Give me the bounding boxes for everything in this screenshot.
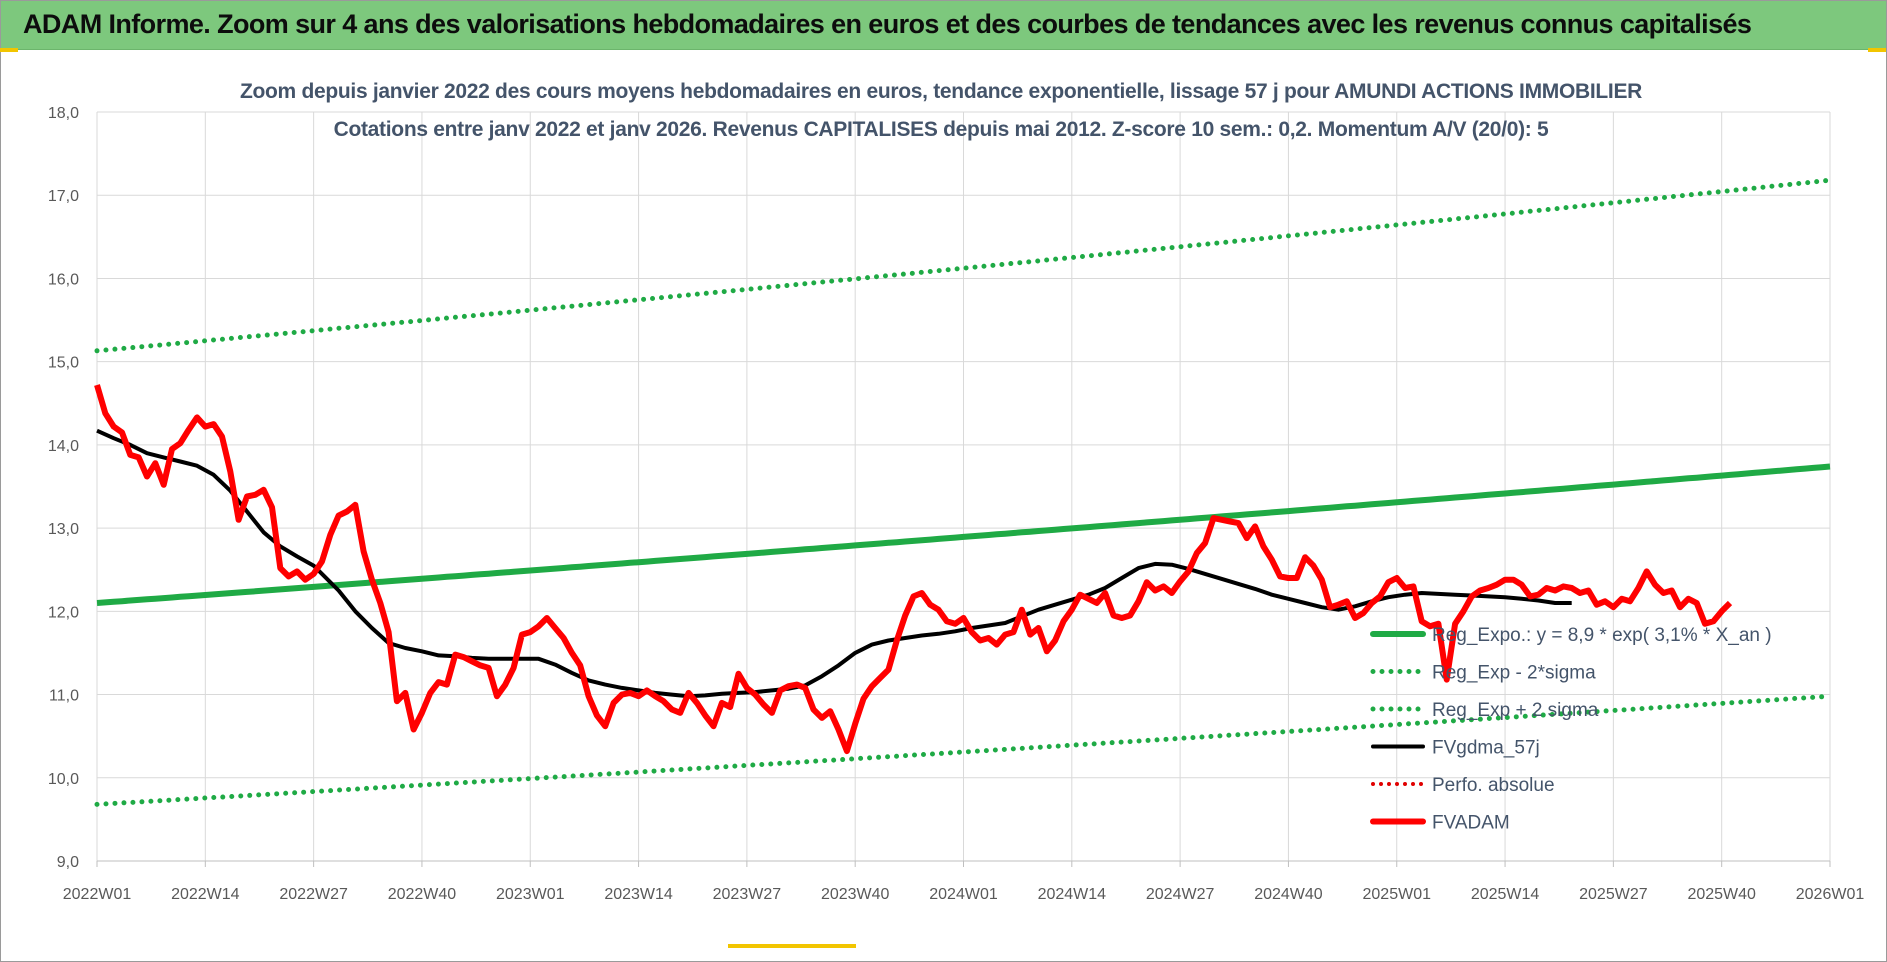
x-tick-label: 2022W01 bbox=[63, 886, 132, 903]
x-tick-label: 2025W27 bbox=[1579, 886, 1648, 903]
gridlines bbox=[96, 111, 1831, 867]
x-tick-label: 2024W27 bbox=[1146, 886, 1215, 903]
y-tick-label: 16,0 bbox=[48, 271, 79, 288]
x-tick-label: 2026W01 bbox=[1796, 886, 1865, 903]
y-tick-label: 15,0 bbox=[48, 355, 79, 372]
series-fvadam-price bbox=[94, 384, 1733, 755]
legend-label: Reg_Exp - 2*sigma bbox=[1432, 663, 1596, 684]
x-tick-label: 2025W01 bbox=[1363, 886, 1432, 903]
series-smoothed-57j bbox=[96, 428, 1572, 699]
series-upper-band bbox=[94, 177, 1833, 354]
legend-label: Reg_Expo.: y = 8,9 * exp( 3,1% * X_an ) bbox=[1432, 625, 1772, 646]
x-tick-label: 2023W40 bbox=[821, 886, 890, 903]
x-tick-label: 2023W01 bbox=[496, 886, 565, 903]
series-layer bbox=[94, 177, 1833, 807]
x-tick-label: 2023W27 bbox=[713, 886, 782, 903]
legend-label: Perfo. absolue bbox=[1432, 775, 1555, 796]
y-axis-ticks: 9,0 10,0 11,0 12,0 13,0 14,0 15,0 16,0 17,0 18,0 bbox=[48, 105, 79, 871]
legend-label: FVADAM bbox=[1432, 813, 1510, 834]
report-banner: ADAM Informe. Zoom sur 4 ans des valoris… bbox=[1, 1, 1886, 50]
x-tick-label: 2022W14 bbox=[171, 886, 240, 903]
x-tick-label: 2025W40 bbox=[1687, 886, 1756, 903]
y-tick-label: 12,0 bbox=[48, 604, 79, 621]
x-tick-label: 2023W14 bbox=[604, 886, 673, 903]
x-tick-label: 2024W01 bbox=[929, 886, 998, 903]
chart-title-line-2: Cotations entre janv 2022 et janv 2026. … bbox=[334, 118, 1549, 141]
chart-title-line-1: Zoom depuis janvier 2022 des cours moyen… bbox=[240, 80, 1642, 103]
corner-handle-top-right bbox=[1868, 48, 1886, 52]
legend-label: Reg_Exp + 2 sigma bbox=[1432, 700, 1599, 721]
y-tick-label: 14,0 bbox=[48, 438, 79, 455]
x-tick-label: 2024W40 bbox=[1254, 886, 1323, 903]
legend-label: FVgdma_57j bbox=[1432, 738, 1540, 759]
y-tick-label: 17,0 bbox=[48, 188, 79, 205]
x-tick-label: 2025W14 bbox=[1471, 886, 1540, 903]
selection-handle-bottom bbox=[728, 944, 856, 948]
series-lower-band bbox=[94, 693, 1833, 807]
x-tick-label: 2022W27 bbox=[279, 886, 348, 903]
x-tick-label: 2022W40 bbox=[388, 886, 457, 903]
y-tick-label: 13,0 bbox=[48, 521, 79, 538]
y-tick-label: 11,0 bbox=[49, 688, 79, 705]
y-tick-label: 9,0 bbox=[57, 854, 79, 871]
y-tick-label: 10,0 bbox=[48, 771, 79, 788]
x-axis-ticks: 2022W01 2022W14 2022W27 2022W40 2023W01 2023W… bbox=[63, 886, 1865, 903]
corner-handle-top-left bbox=[0, 48, 18, 52]
x-tick-label: 2024W14 bbox=[1038, 886, 1107, 903]
series-regression-trend bbox=[96, 463, 1831, 606]
y-tick-label: 18,0 bbox=[48, 105, 79, 122]
report-title: ADAM Informe. Zoom sur 4 ans des valoris… bbox=[23, 9, 1752, 39]
legend: Reg_Expo.: y = 8,9 * exp( 3,1% * X_an ) R… bbox=[1370, 625, 1772, 834]
